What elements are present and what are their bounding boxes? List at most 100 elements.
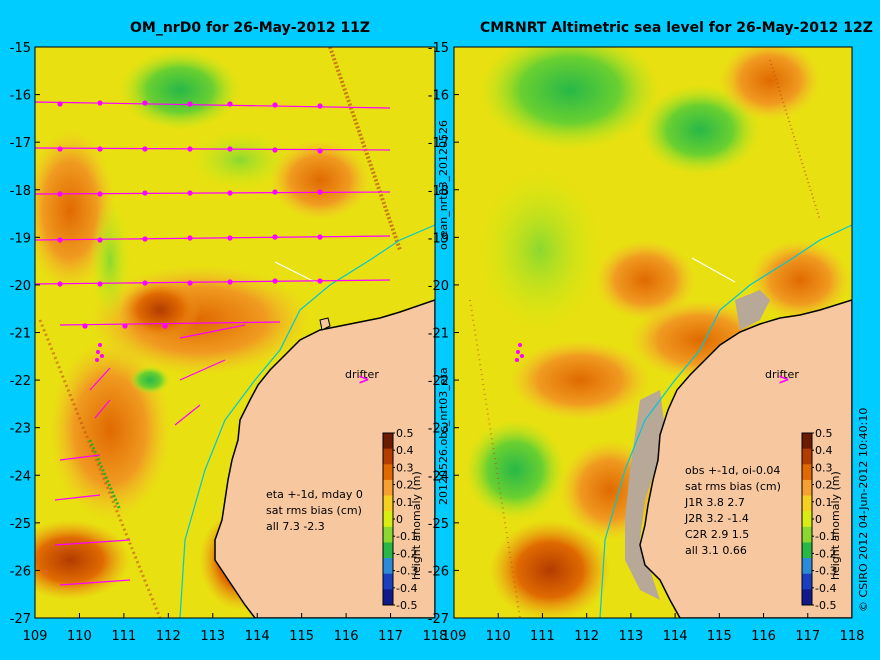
- right-stats: obs +-1d, oi-0.04 sat rms bias (cm) J1R …: [684, 464, 781, 557]
- right-lon-tick-label: 114: [663, 629, 688, 644]
- left-colorbar-segment: [383, 511, 393, 528]
- right-lat-tick-label: -25: [428, 517, 449, 532]
- right-stats-line-5: C2R 2.9 1.5: [685, 528, 749, 541]
- left-lat-tick-label: -27: [10, 612, 31, 627]
- right-lon-tick-label: 110: [486, 629, 511, 644]
- right-colorbar-segment: [802, 526, 812, 543]
- left-stats: eta +-1d, mday 0 sat rms bias (cm) all 7…: [266, 488, 363, 533]
- left-colorbar-tick-label: 0.5: [396, 427, 414, 440]
- right-colorbar-tick-label: -0.2: [815, 547, 836, 560]
- left-colorbar-segment: [383, 433, 393, 450]
- right-colorbar-tick-label: 0.1: [815, 496, 833, 509]
- left-lon-tick-label: 117: [378, 629, 403, 644]
- right-colorbar-segment: [802, 511, 812, 528]
- right-lat-tick-label: -18: [428, 184, 449, 199]
- left-lon-tick-label: 112: [156, 629, 181, 644]
- right-green-eddy-south: [465, 420, 565, 520]
- right-map-title: CMRNRT Altimetric sea level for 26-May-2…: [480, 20, 873, 36]
- right-colorbar-segment: [802, 433, 812, 450]
- right-latitude-ticks: -15 -16 -17 -18 -19 -20 -21 -22 -23 -24 -25 -26 -27: [428, 41, 459, 627]
- right-colorbar-segment: [802, 464, 812, 481]
- left-colorbar-tick-label: 0.2: [396, 479, 414, 492]
- right-200m-isobath: [599, 224, 852, 618]
- side-label-top: ocean_nrt03_20120526: [437, 119, 450, 250]
- right-colorbar-tick-label: 0: [815, 513, 822, 526]
- left-colorbar-tick-label: 0: [396, 513, 403, 526]
- left-lon-tick-label: 111: [111, 629, 136, 644]
- left-stats-line-2: sat rms bias (cm): [266, 504, 362, 517]
- left-colorbar-tick-label: 0.1: [396, 496, 414, 509]
- left-drifter-cluster: [95, 343, 104, 362]
- left-colorbar-segment: [383, 573, 393, 590]
- left-drifter-arrow-icon: >: [358, 372, 370, 388]
- left-australia-land: [214, 299, 435, 618]
- right-drifter-label: drifter: [765, 368, 799, 381]
- right-colorbar-tick-label: -0.4: [815, 582, 836, 595]
- right-colorbar-tick-label: -0.3: [815, 565, 836, 578]
- left-lat-tick-label: -26: [10, 564, 31, 579]
- left-lon-tick-label: 113: [200, 629, 225, 644]
- right-colorbar-tick-label: 0.3: [815, 461, 833, 474]
- left-colorbar-tick-label: -0.4: [396, 582, 417, 595]
- right-colorbar-segment: [802, 479, 812, 497]
- left-colorbar-segment: [383, 589, 393, 606]
- left-colorbar-segment: [383, 495, 393, 512]
- right-map: [454, 47, 852, 618]
- right-colorbar-segment: [802, 495, 812, 512]
- left-lon-tick-label: 116: [334, 629, 359, 644]
- right-colorbar: 0.5 0.4 0.3 0.2 0.1 0 -0.1 -0.2 -0.3 -0.4 -0.5: [801, 427, 836, 612]
- left-lat-tick-label: -20: [10, 279, 31, 294]
- right-lat-tick-label: -16: [428, 89, 449, 104]
- left-lat-tick-label: -15: [10, 41, 31, 56]
- right-colorbar-label: height anomaly (m): [829, 471, 842, 580]
- left-latitude-ticks: -15 -16 -17 -18 -19 -20 -21 -22 -23 -24 -25 -26 -27: [10, 41, 40, 627]
- left-green-eddy: [120, 50, 240, 130]
- left-lon-tick-label: 118: [423, 629, 448, 644]
- left-colorbar-tick-label: -0.3: [396, 565, 417, 578]
- right-colorbar-tick-label: 0.4: [815, 444, 833, 457]
- right-lon-tick-label: 112: [574, 629, 599, 644]
- right-stats-line-2: sat rms bias (cm): [685, 480, 781, 493]
- left-lat-tick-label: -21: [10, 327, 31, 342]
- left-lat-tick-label: -16: [10, 89, 31, 104]
- right-lon-tick-label: 111: [530, 629, 555, 644]
- left-lat-tick-label: -22: [10, 374, 31, 389]
- left-map-title: OM_nrD0 for 26-May-2012 11Z: [130, 20, 371, 36]
- left-colorbar-segment: [383, 479, 393, 497]
- left-stats-line-3: all 7.3 -2.3: [266, 520, 325, 533]
- right-lon-tick-label: 117: [795, 629, 820, 644]
- right-green-eddy-north: [480, 47, 660, 150]
- right-colorbar-segment: [802, 448, 812, 465]
- right-colorbar-tick-label: 0.2: [815, 479, 833, 492]
- left-colorbar-tick-label: -0.1: [396, 530, 417, 543]
- right-drifter-arrow-icon: >: [778, 372, 790, 388]
- right-lat-tick-label: -27: [428, 612, 449, 627]
- right-colorbar-segment: [802, 558, 812, 575]
- right-colorbar-segment: [802, 573, 812, 590]
- left-colorbar-segment: [383, 542, 393, 559]
- right-drifter-cluster: [515, 343, 524, 362]
- left-lat-tick-label: -17: [10, 136, 31, 151]
- left-200m-isobath: [179, 224, 435, 618]
- left-map: [35, 47, 435, 618]
- left-lon-tick-label: 115: [289, 629, 314, 644]
- left-colorbar: 0.5 0.4 0.3 0.2 0.1 0 -0.1 -0.2 -0.3 -0.4 -0.5: [382, 427, 417, 612]
- side-label-bottom: 20120526.obs_nrt03_eta: [437, 367, 450, 505]
- right-lon-tick-label: 118: [840, 629, 865, 644]
- left-stats-line-1: eta +-1d, mday 0: [266, 488, 363, 501]
- left-lat-tick-label: -23: [10, 422, 31, 437]
- right-lon-tick-label: 113: [618, 629, 643, 644]
- left-colorbar-segment: [383, 558, 393, 575]
- right-lat-tick-label: -15: [428, 41, 449, 56]
- left-lon-tick-label: 109: [23, 629, 48, 644]
- left-colorbar-tick-label: 0.3: [396, 461, 414, 474]
- right-colorbar-tick-label: -0.1: [815, 530, 836, 543]
- right-stats-line-4: J2R 3.2 -1.4: [684, 512, 749, 525]
- right-lat-tick-label: -19: [428, 231, 449, 246]
- right-stats-line-6: all 3.1 0.66: [685, 544, 747, 557]
- right-colorbar-tick-label: -0.5: [815, 599, 836, 612]
- copyright-label: © CSIRO 2012 04-Jun-2012 10:40:10: [857, 407, 870, 612]
- left-longitude-ticks: 109 110 111 112 113 114 115 116 117 118: [23, 613, 448, 644]
- right-lat-tick-label: -22: [428, 374, 449, 389]
